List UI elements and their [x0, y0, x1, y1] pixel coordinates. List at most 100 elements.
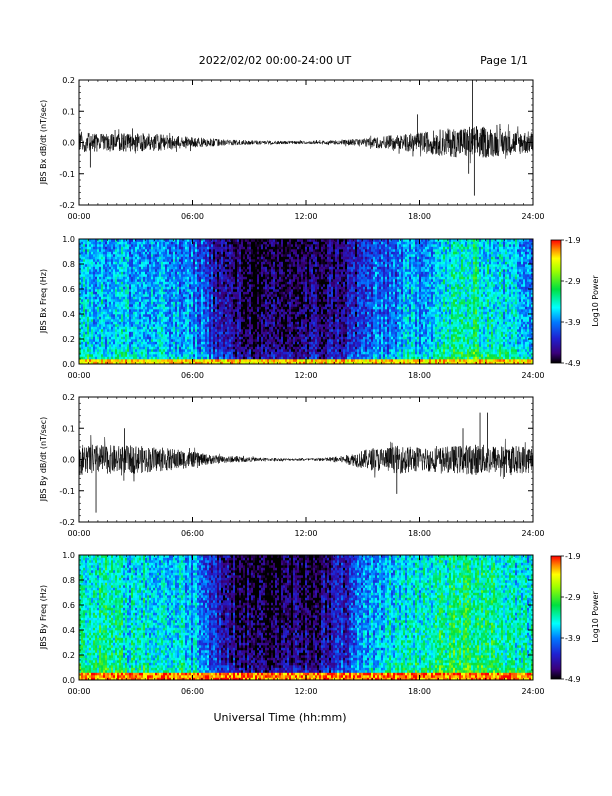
heat-cell — [175, 282, 177, 285]
heat-cell — [149, 269, 151, 272]
heat-cell — [233, 294, 235, 297]
heat-cell — [87, 264, 89, 267]
heat-cell — [263, 264, 265, 267]
heat-cell — [149, 319, 151, 322]
heat-cell — [173, 264, 175, 267]
heat-cell — [167, 272, 169, 275]
heat-cell — [93, 347, 95, 350]
heat-cell — [145, 267, 147, 270]
heat-cell — [269, 339, 271, 342]
heat-cell — [123, 254, 125, 257]
heat-cell — [191, 259, 193, 262]
heat-cell — [107, 329, 109, 332]
heat-cell — [249, 259, 251, 262]
heat-cell — [217, 292, 219, 295]
heat-cell — [239, 249, 241, 252]
heat-cell — [145, 262, 147, 265]
heat-cell — [197, 322, 199, 325]
heat-cell — [163, 274, 165, 277]
heat-cell — [207, 324, 209, 327]
heat-cell — [95, 284, 97, 287]
heat-cell — [259, 332, 261, 335]
heat-cell — [217, 297, 219, 300]
heat-cell — [109, 302, 111, 305]
heat-cell — [233, 267, 235, 270]
heat-cell — [175, 277, 177, 280]
heat-cell — [211, 242, 213, 245]
heat-cell — [223, 307, 225, 310]
heat-cell — [237, 294, 239, 297]
heat-cell — [253, 259, 255, 262]
heat-cell — [93, 352, 95, 355]
heat-cell — [143, 259, 145, 262]
heat-cell — [239, 262, 241, 265]
heat-cell — [195, 334, 197, 337]
heat-cell — [193, 324, 195, 327]
heat-cell — [103, 354, 105, 357]
heat-cell — [183, 352, 185, 355]
heat-cell — [163, 262, 165, 265]
heat-cell — [197, 317, 199, 320]
heat-cell — [143, 324, 145, 327]
heat-cell — [229, 272, 231, 275]
heat-cell — [115, 252, 117, 255]
heat-cell — [137, 312, 139, 315]
heat-cell — [229, 294, 231, 297]
heat-cell — [83, 274, 85, 277]
heat-cell — [201, 252, 203, 255]
heat-cell — [239, 314, 241, 317]
heat-cell — [145, 302, 147, 305]
heat-cell — [185, 282, 187, 285]
heat-cell — [125, 344, 127, 347]
heat-cell — [197, 279, 199, 282]
heat-cell — [233, 282, 235, 285]
heat-cell — [175, 319, 177, 322]
heat-cell — [185, 279, 187, 282]
heat-cell — [151, 294, 153, 297]
heat-cell — [243, 329, 245, 332]
heat-cell — [143, 262, 145, 265]
heat-cell — [265, 352, 267, 355]
heat-cell — [243, 282, 245, 285]
heat-cell — [119, 314, 121, 317]
heat-cell — [179, 269, 181, 272]
heat-cell — [235, 339, 237, 342]
heat-cell — [187, 269, 189, 272]
heat-cell — [185, 329, 187, 332]
heat-cell — [105, 244, 107, 247]
heat-cell — [225, 262, 227, 265]
heat-cell — [169, 262, 171, 265]
heat-cell — [245, 292, 247, 295]
heat-cell — [111, 252, 113, 255]
heat-cell — [195, 289, 197, 292]
heat-cell — [113, 302, 115, 305]
heat-cell — [117, 304, 119, 307]
heat-cell — [139, 299, 141, 302]
heat-cell — [143, 257, 145, 260]
heat-cell — [219, 289, 221, 292]
heat-cell — [253, 257, 255, 260]
heat-cell — [135, 324, 137, 327]
heat-cell — [117, 249, 119, 252]
heat-cell — [119, 284, 121, 287]
heat-cell — [215, 327, 217, 330]
heat-cell — [267, 327, 269, 330]
heat-cell — [121, 319, 123, 322]
heat-cell — [131, 302, 133, 305]
heat-cell — [143, 289, 145, 292]
heat-cell — [187, 307, 189, 310]
heat-cell — [155, 272, 157, 275]
heat-cell — [217, 307, 219, 310]
heat-cell — [129, 322, 131, 325]
heat-cell — [221, 312, 223, 315]
heat-cell — [139, 254, 141, 257]
heat-cell — [207, 322, 209, 325]
heat-cell — [203, 272, 205, 275]
heat-cell — [201, 269, 203, 272]
heat-cell — [113, 332, 115, 335]
heat-cell — [245, 309, 247, 312]
heat-cell — [133, 252, 135, 255]
heat-cell — [121, 284, 123, 287]
heat-cell — [121, 337, 123, 340]
heat-cell — [85, 244, 87, 247]
